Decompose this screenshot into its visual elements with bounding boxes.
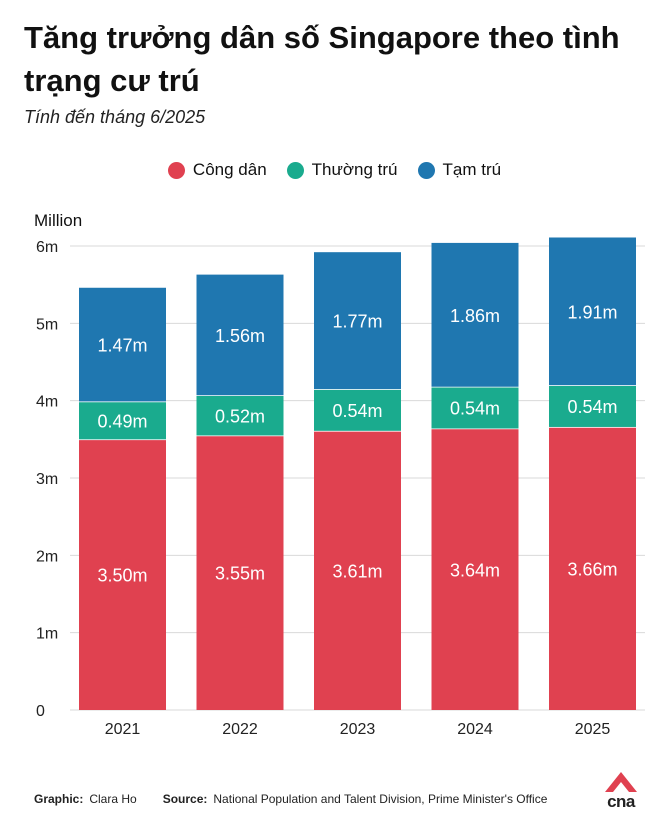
data-label: 1.86m	[450, 306, 500, 326]
bar-segment	[549, 385, 636, 427]
x-tick-label: 2022	[222, 721, 258, 738]
y-tick-label: 0	[36, 703, 45, 720]
y-tick-label: 2m	[36, 548, 58, 565]
legend-item-non-resident: Tạm trú	[417, 160, 502, 180]
x-tick-label: 2024	[457, 721, 493, 738]
source-value: National Population and Talent Division,…	[213, 792, 548, 806]
legend-label-permanent-resident: Thường trú	[311, 160, 398, 179]
chart-title: Tăng trưởng dân số Singapore theo tình t…	[24, 20, 620, 98]
legend-swatch-permanent-resident	[286, 161, 304, 179]
y-axis-ticks: 0 1m 2m 3m 4m 5m 6m	[36, 239, 58, 720]
legend-swatch-citizen	[167, 161, 185, 179]
legend: Công dân Thường trú Tạm trú	[0, 160, 669, 180]
data-label: 0.52m	[215, 406, 265, 426]
y-tick-label: 4m	[36, 394, 58, 411]
legend-label-citizen: Công dân	[192, 160, 267, 179]
data-label: 1.47m	[97, 336, 147, 356]
data-label: 3.50m	[97, 566, 147, 586]
cna-logo-mark	[605, 772, 637, 792]
bar-segment	[431, 428, 519, 710]
data-label: 3.55m	[215, 564, 265, 584]
legend-label-non-resident: Tạm trú	[442, 160, 502, 179]
source-label: Source:	[162, 792, 208, 806]
bar-segment	[196, 274, 284, 396]
graphic-credit-value: Clara Ho	[89, 792, 137, 806]
chart-subtitle: Tính đến tháng 6/2025	[24, 107, 206, 127]
bar-segment	[79, 287, 166, 402]
data-label: 0.54m	[567, 397, 617, 417]
data-label: 3.61m	[332, 561, 382, 581]
cna-logo-text: cna	[607, 792, 635, 811]
bar-segment	[79, 439, 166, 710]
data-label: 1.91m	[567, 302, 617, 322]
data-label: 0.54m	[450, 399, 500, 419]
bar-segment	[431, 386, 519, 429]
bar-segment	[549, 426, 636, 710]
cna-logo: cna	[601, 772, 641, 814]
y-tick-label: 6m	[36, 239, 58, 256]
y-tick-label: 5m	[36, 316, 58, 333]
graphic-credit-label: Graphic:	[34, 792, 84, 806]
bar-segment	[196, 395, 284, 436]
data-label: 1.56m	[215, 326, 265, 346]
y-tick-label: 3m	[36, 471, 58, 488]
bars: 3.50m 0.49m 1.47m 3.55m 0.52m 1.56m 3.61m 0.54m…	[79, 237, 636, 710]
legend-item-permanent-resident: Thường trú	[286, 160, 398, 180]
y-tick-label: 1m	[36, 626, 58, 643]
footer: Graphic: Clara Ho Source: National Populati…	[34, 792, 547, 806]
bar-segment	[314, 252, 401, 390]
bar-segment	[314, 389, 401, 431]
x-tick-label: 2021	[105, 721, 141, 738]
legend-swatch-non-resident	[417, 161, 435, 179]
data-label: 1.77m	[332, 312, 382, 332]
y-axis-label: Million	[34, 211, 82, 230]
data-label: 3.66m	[567, 559, 617, 579]
data-label: 0.49m	[97, 411, 147, 431]
data-label: 0.54m	[332, 401, 382, 421]
data-label: 3.64m	[450, 560, 500, 580]
legend-item-citizen: Công dân	[167, 160, 267, 180]
bar-segment	[549, 237, 636, 386]
bar-segment	[196, 435, 284, 710]
bar-segment	[79, 401, 166, 440]
x-axis-ticks: 2021 2022 2023 2024 2025	[105, 721, 611, 738]
bar-segment	[314, 430, 401, 710]
x-tick-label: 2025	[575, 721, 611, 738]
bar-segment	[431, 242, 519, 387]
x-tick-label: 2023	[340, 721, 376, 738]
